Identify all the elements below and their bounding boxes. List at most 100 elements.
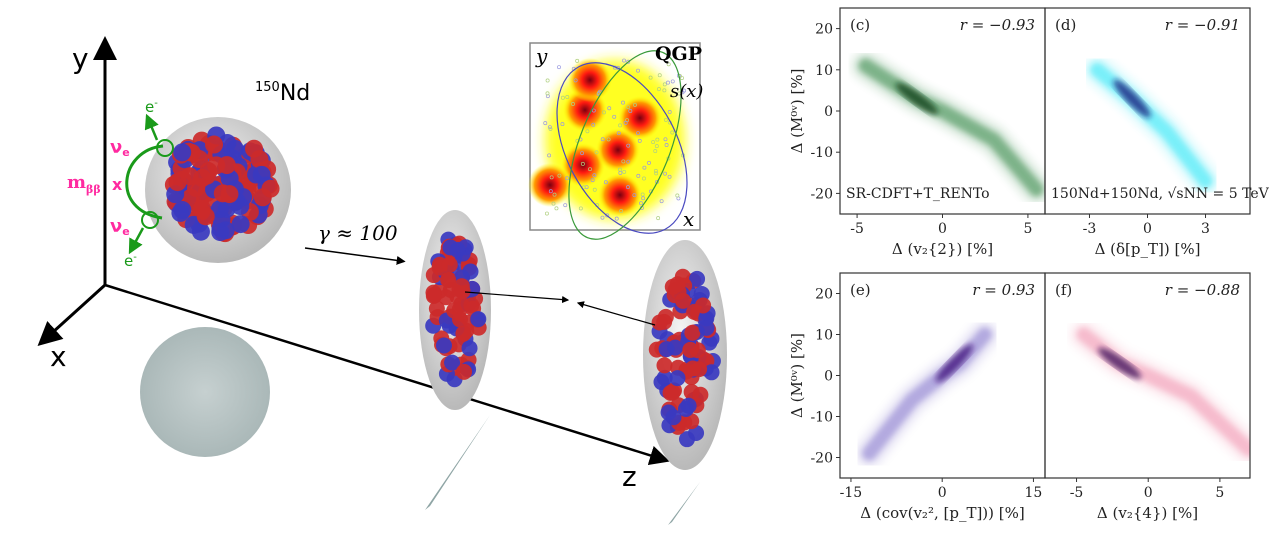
- contracted-nucleus-right: [643, 240, 727, 470]
- nucleon: [689, 270, 706, 287]
- nucleon: [684, 324, 701, 341]
- y-axis-label: y: [72, 42, 89, 75]
- nucleon: [664, 278, 681, 295]
- density-peak: [895, 82, 939, 115]
- x-axis-title: Δ (cov(v₂², [p_T])) [%]: [860, 504, 1025, 522]
- model-label: 150Nd+150Nd, √sNN = 5 TeV: [1051, 186, 1269, 202]
- density-peak: [935, 344, 973, 383]
- density-mid: [1090, 62, 1213, 189]
- panel-d: -3 0 3 (d) r = −0.91 150Nd+150Nd, √sNN = 5 Te…: [1044, 7, 1269, 258]
- correlation-coefficient: r = 0.93: [972, 281, 1035, 299]
- contracted-nucleus-shadow: [425, 415, 490, 510]
- inset-title: QGP: [655, 43, 702, 65]
- nucleon: [667, 339, 684, 356]
- y-tick-label: 0: [824, 369, 833, 385]
- double-beta-decay-annotation: e- e- νe νe mββ x: [67, 98, 174, 270]
- nucleon: [692, 386, 709, 403]
- y-tick-label: 0: [824, 104, 833, 120]
- lorentz-factor-label: γ ≈ 100: [318, 221, 398, 245]
- density-mid: [862, 327, 992, 461]
- panel-label: (c): [850, 16, 870, 34]
- nucleon: [453, 278, 470, 295]
- x-tick-label: 0: [938, 221, 947, 237]
- y-tick-label: 10: [815, 328, 833, 344]
- nucleon: [171, 203, 190, 222]
- panel-label: (d): [1055, 16, 1076, 34]
- x-axis-title: Δ (v₂{2}) [%]: [892, 240, 993, 258]
- nucleon: [180, 167, 199, 186]
- x-tick-label: 15: [1025, 485, 1043, 501]
- entropy-density-label: s(x): [670, 81, 703, 102]
- nucleon: [665, 409, 682, 426]
- contracted-nucleus-left: [419, 210, 491, 410]
- nucleon: [698, 319, 715, 336]
- x-tick-label: 0: [1144, 485, 1153, 501]
- nucleon: [682, 341, 699, 358]
- correlation-coefficient: r = −0.91: [1165, 16, 1240, 34]
- nucleon: [675, 292, 692, 309]
- hotspot: [561, 143, 605, 187]
- y-tick-label: 10: [815, 63, 833, 79]
- coordinate-axes: y x z: [37, 36, 670, 493]
- density-outer: [856, 321, 998, 467]
- nucleon: [217, 156, 236, 175]
- x-tick-label: -3: [1083, 221, 1097, 237]
- nucleon: [211, 223, 230, 242]
- nucleus-label: 150Nd: [255, 80, 310, 106]
- y-tick-label: 20: [815, 287, 833, 303]
- hotspot: [568, 58, 612, 102]
- nucleon: [684, 360, 701, 377]
- correlation-coefficient: r = −0.93: [960, 16, 1035, 34]
- nucleon: [461, 340, 478, 357]
- nucleon: [440, 271, 457, 288]
- nucleon: [442, 239, 459, 256]
- contracted-nucleus-shadow: [668, 482, 700, 525]
- nucleon: [441, 256, 458, 273]
- nucleon: [261, 179, 280, 198]
- density-outer: [1084, 56, 1219, 195]
- collision-arrow: [576, 301, 656, 326]
- x-tick-label: 5: [1215, 485, 1224, 501]
- density-mid: [858, 58, 1044, 197]
- svg-text:νe: νe: [110, 216, 130, 238]
- correlation-coefficient: r = −0.88: [1165, 281, 1240, 299]
- nucleon: [456, 363, 473, 380]
- nucleon: [656, 357, 673, 374]
- panel-frame: [1044, 7, 1251, 215]
- panel-frame: [1044, 272, 1251, 479]
- y-axis-title: Δ (M⁰ᵛ) [%]: [788, 69, 806, 154]
- nd150-nucleus: [145, 117, 291, 263]
- nucleon: [218, 134, 237, 153]
- qgp-inset: y x QGP s(x): [528, 42, 703, 240]
- nucleon: [220, 185, 239, 204]
- y-axis-title: Δ (M⁰ᵛ) [%]: [788, 333, 806, 418]
- panel-e: -15 0 15 20 10 0 -10 -20 (e) r = 0.93 Δ (cov(v₂², …: [788, 272, 1046, 522]
- inset-y-label: y: [535, 44, 548, 68]
- x-tick-label: -5: [1070, 485, 1084, 501]
- nucleon: [664, 384, 681, 401]
- y-tick-label: -20: [810, 186, 833, 202]
- y-tick-label: -10: [810, 145, 833, 161]
- nucleus-shadow-disk: [140, 327, 270, 457]
- nucleon: [205, 135, 224, 154]
- nucleus-collision-diagram: y x z 150Nd e- e- νe νe mββ x γ ≈ 100: [37, 36, 727, 525]
- nucleon: [703, 364, 720, 381]
- svg-text:e-: e-: [124, 252, 137, 270]
- model-label: SR-CDFT+T_RENTo: [846, 186, 990, 202]
- x-tick-label: 0: [1143, 221, 1152, 237]
- nucleon: [444, 354, 461, 371]
- hotspot: [528, 163, 572, 207]
- panel-frame: [839, 272, 1046, 479]
- density-peak: [1097, 347, 1142, 379]
- hotspot: [618, 96, 662, 140]
- x-tick-label: -5: [850, 221, 864, 237]
- svg-text:mββ: mββ: [67, 172, 101, 196]
- nucleon: [196, 207, 215, 226]
- x-axis-title: Δ (v₂{4}) [%]: [1097, 504, 1198, 522]
- nucleon: [656, 369, 673, 386]
- nucleon: [173, 143, 192, 162]
- nucleon: [669, 370, 686, 387]
- svg-text:x: x: [112, 175, 123, 194]
- nucleon: [190, 150, 209, 169]
- nucleon: [455, 325, 472, 342]
